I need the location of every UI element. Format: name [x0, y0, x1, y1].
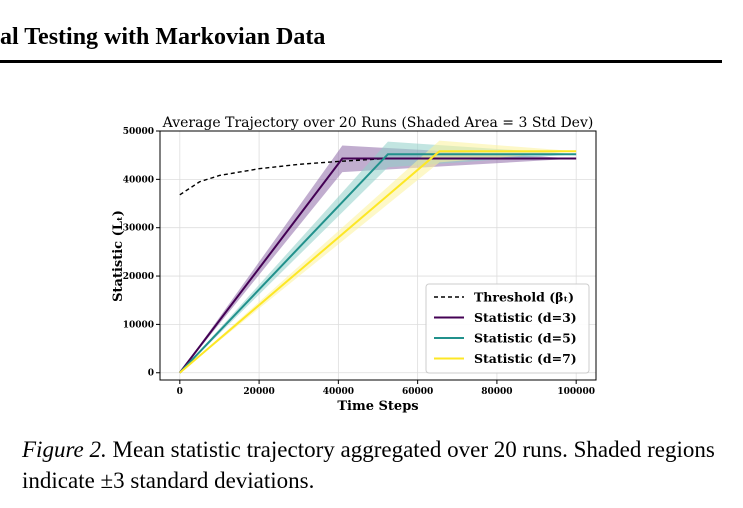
- x-tick-label: 40000: [323, 387, 354, 397]
- y-axis-label: Statistic (Lₜ): [111, 210, 126, 302]
- page-header: al Testing with Markovian Data: [0, 24, 326, 50]
- legend-label: Statistic (d=5): [474, 331, 577, 346]
- x-tick-label: 20000: [243, 387, 274, 397]
- x-tick-label: 0: [177, 387, 183, 397]
- x-axis-label: Time Steps: [337, 399, 418, 414]
- series-line: [179, 153, 577, 374]
- figure-caption: Figure 2. Mean statistic trajectory aggr…: [22, 434, 727, 496]
- header-rule: [0, 60, 722, 63]
- x-tick-label: 80000: [481, 387, 512, 397]
- series-line: [179, 150, 577, 374]
- y-tick-label: 30000: [123, 224, 154, 234]
- chart-title: Average Trajectory over 20 Runs (Shaded …: [162, 115, 594, 131]
- series-line: [179, 157, 577, 374]
- y-tick-label: 20000: [123, 272, 154, 282]
- caption-text: Mean statistic trajectory aggregated ove…: [22, 437, 715, 493]
- caption-label: Figure 2.: [22, 437, 107, 462]
- legend-label: Statistic (d=3): [474, 310, 577, 325]
- legend-box: [425, 283, 590, 374]
- x-tick-label: 60000: [402, 387, 433, 397]
- legend-label: Threshold (βₜ): [474, 290, 574, 305]
- y-tick-label: 0: [148, 369, 154, 379]
- chart: Average Trajectory over 20 Runs (Shaded …: [111, 115, 597, 414]
- y-tick-label: 50000: [123, 127, 154, 137]
- legend: Threshold (βₜ) Statistic (d=3) Statistic (…: [425, 283, 590, 374]
- axes-frame: [159, 130, 597, 381]
- y-tick-label: 40000: [123, 175, 154, 185]
- x-tick-label: 100000: [557, 387, 595, 397]
- legend-label: Statistic (d=7): [474, 351, 577, 366]
- axes: 0 20000 40000 60000 80000 100000 0 10000 20000 30…: [123, 127, 597, 397]
- y-tick-label: 10000: [123, 320, 154, 330]
